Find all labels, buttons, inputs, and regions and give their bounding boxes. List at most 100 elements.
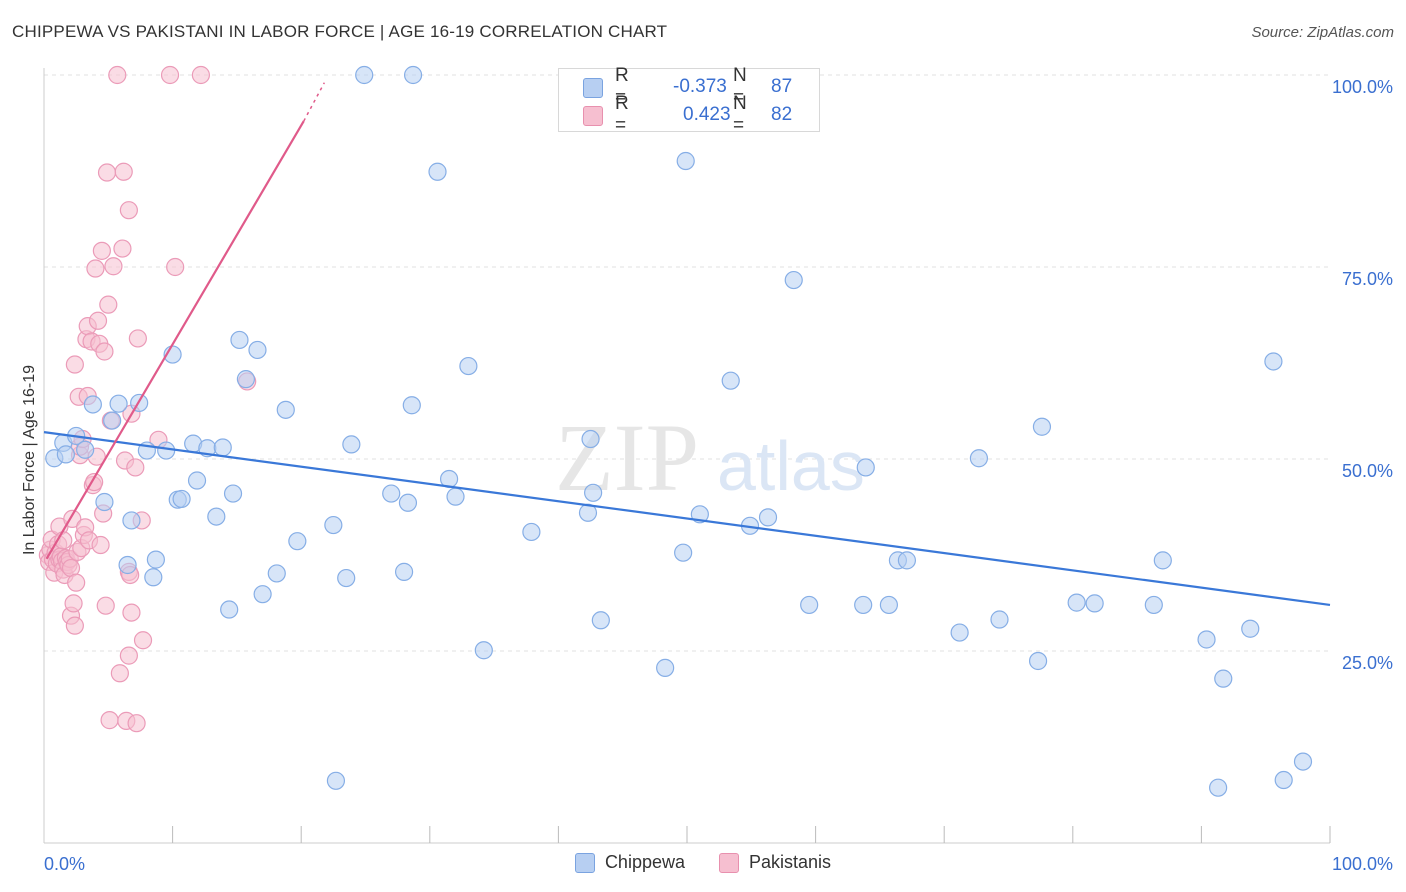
r-label: R = — [615, 93, 629, 136]
chippewa-swatch — [583, 78, 603, 98]
chippewa-point — [248, 340, 267, 360]
pakistanis-point — [99, 295, 118, 314]
chippewa-point — [656, 658, 675, 677]
chippewa-point — [157, 441, 176, 460]
chippewa-point — [109, 394, 128, 413]
pakistanis-point — [86, 259, 105, 278]
pakistanis-point — [91, 535, 110, 555]
chippewa-point — [1209, 778, 1228, 797]
chippewa-point — [398, 493, 418, 512]
pakistanis-point — [133, 631, 153, 650]
chippewa-point — [800, 595, 819, 615]
chippewa-trend-line — [43, 431, 1331, 607]
chippewa-point — [676, 151, 695, 171]
chippewa-point — [83, 395, 102, 414]
chippewa-point — [267, 564, 286, 583]
chippewa-point — [402, 396, 421, 415]
chippewa-point — [674, 543, 693, 562]
chippewa-point — [223, 484, 243, 503]
chippewa-point — [1153, 551, 1172, 570]
pakistanis-point — [119, 201, 138, 220]
chippewa-point — [459, 356, 478, 376]
chippewa-point — [324, 515, 343, 535]
legend-item-pakistanis[interactable]: Pakistanis — [719, 852, 831, 873]
pakistanis-point — [191, 65, 210, 85]
chippewa-point — [326, 771, 346, 790]
legend-label-chippewa: Chippewa — [604, 852, 685, 872]
chippewa-point — [342, 435, 361, 454]
r-value: 0.423 — [683, 104, 731, 125]
pakistanis-point — [88, 311, 108, 330]
pakistanis-point — [64, 594, 83, 613]
chippewa-point — [207, 507, 226, 526]
chippewa-point — [187, 471, 207, 490]
series-chippewa — [45, 65, 1313, 797]
chippewa-point — [1293, 752, 1313, 771]
pakistanis-trend-line — [45, 120, 305, 560]
y-tick-label: 75.0% — [1342, 269, 1393, 289]
chippewa-point — [355, 65, 374, 85]
pakistanis-point — [126, 458, 145, 477]
chippewa-point — [1264, 352, 1283, 371]
pakistanis-point — [114, 162, 133, 181]
chippewa-point — [690, 505, 709, 524]
chippewa-point — [522, 522, 541, 542]
chippewa-point — [213, 438, 232, 457]
pakistanis-point — [160, 65, 180, 85]
chippewa-point — [969, 449, 989, 468]
n-label: N = — [733, 65, 747, 108]
pakistanis-point — [65, 616, 84, 635]
chippewa-point — [1144, 595, 1163, 615]
chippewa-point — [337, 568, 356, 588]
pakistanis-point — [96, 596, 115, 615]
x-tick-label-min: 0.0% — [44, 854, 85, 874]
legend-item-chippewa[interactable]: Chippewa — [574, 852, 685, 873]
chippewa-point — [581, 429, 600, 449]
pakistanis-swatch — [583, 106, 603, 126]
pakistanis-point — [97, 163, 117, 182]
pakistanis-point — [122, 603, 141, 622]
r-value: -0.373 — [673, 76, 727, 97]
chippewa-point — [879, 595, 899, 615]
axes — [43, 68, 1331, 844]
pakistanis-point — [108, 65, 127, 85]
pakistanis-point — [100, 711, 119, 730]
y-tick-label: 50.0% — [1342, 461, 1393, 481]
legend-label-pakistanis: Pakistanis — [749, 852, 832, 872]
chippewa-point — [56, 445, 75, 464]
chippewa-point — [172, 489, 191, 509]
chippewa-point — [854, 595, 873, 615]
r-label: R = — [615, 65, 629, 108]
chippewa-point — [103, 411, 122, 430]
chippewa-point — [122, 511, 141, 530]
chippewa-point — [446, 487, 465, 506]
chippewa-point — [146, 550, 165, 569]
chippewa-point — [591, 611, 610, 630]
chippewa-point — [758, 508, 778, 527]
pakistanis-point — [127, 714, 146, 733]
n-value: 82 — [771, 104, 793, 125]
chippewa-point — [950, 623, 969, 642]
chippewa-point — [1197, 630, 1216, 649]
pakistanis-point — [95, 342, 114, 361]
series-pakistanis — [38, 65, 257, 733]
chippewa-point — [721, 371, 740, 390]
chippewa-point — [253, 585, 272, 604]
pakistanis-trend-extension — [303, 82, 326, 122]
x-tick-label-max: 100.0% — [1332, 854, 1393, 874]
pakistanis-point — [104, 257, 123, 276]
chippewa-point — [144, 568, 163, 587]
chippewa-point — [1028, 651, 1048, 671]
watermark-zip: ZIP — [555, 404, 699, 511]
chippewa-point — [403, 65, 423, 85]
pakistanis-point — [119, 646, 138, 665]
pakistanis-point — [92, 241, 111, 260]
chippewa-point — [1214, 669, 1233, 688]
watermark: ZIP atlas — [555, 404, 865, 511]
trend-lines — [43, 82, 1331, 607]
legend-swatch-chippewa — [574, 852, 595, 873]
chippewa-point — [118, 555, 137, 575]
chippewa-point — [220, 600, 239, 619]
chippewa-point — [382, 484, 401, 503]
